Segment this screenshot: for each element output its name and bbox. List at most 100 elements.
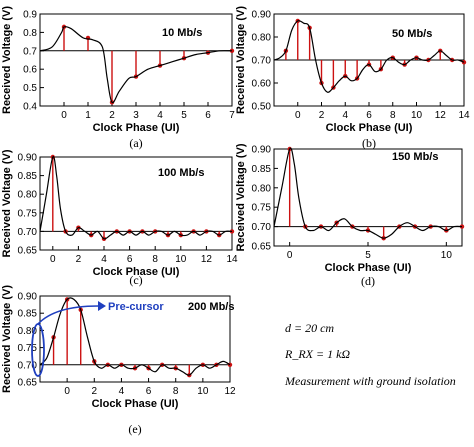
pre-cursor-annotation: Pre-cursor bbox=[31, 301, 164, 377]
plot-frame bbox=[39, 156, 233, 251]
x-axis-label: Clock Phase (UI) bbox=[93, 122, 180, 134]
y-tick-label: 0.50 bbox=[252, 102, 272, 113]
y-tick-label: 0.80 bbox=[252, 33, 272, 44]
y-axis-label: Received Voltage (V) bbox=[235, 143, 247, 251]
x-tick-label: 0 bbox=[287, 250, 293, 261]
x-tick-label: 4 bbox=[157, 110, 163, 121]
pre-cursor-label: Pre-cursor bbox=[108, 301, 164, 313]
y-tick-label: 0.80 bbox=[18, 326, 38, 337]
panel-label: (c) bbox=[129, 273, 142, 287]
x-tick-label: 10 bbox=[411, 110, 423, 121]
y-tick-label: 0.4 bbox=[23, 102, 37, 113]
x-axis-label: Clock Phase (UI) bbox=[93, 266, 180, 278]
x-tick-label: 6 bbox=[146, 386, 152, 397]
note-resistance: R_RX = 1 kΩ bbox=[284, 347, 350, 361]
y-tick-label: 0.85 bbox=[18, 171, 38, 182]
data-rate-label: 10 Mb/s bbox=[162, 27, 202, 39]
x-axis-label: Clock Phase (UI) bbox=[325, 262, 412, 274]
x-tick-label: 0 bbox=[295, 110, 301, 121]
x-tick-label: 3 bbox=[133, 110, 139, 121]
x-tick-label: 0 bbox=[50, 254, 56, 265]
panel-label: (e) bbox=[128, 422, 141, 436]
x-tick-label: 0 bbox=[64, 386, 70, 397]
x-tick-label: 14 bbox=[226, 254, 238, 265]
pre-cursor-arrow bbox=[37, 305, 99, 325]
y-tick-label: 0.90 bbox=[18, 153, 38, 164]
x-tick-label: 6 bbox=[366, 110, 372, 121]
y-axis-label: Received Voltage (V) bbox=[1, 149, 13, 257]
y-tick-label: 0.90 bbox=[18, 292, 38, 303]
y-tick-label: 0.85 bbox=[252, 164, 272, 175]
waveform-line bbox=[39, 155, 233, 240]
note-distance: d = 20 cm bbox=[285, 321, 334, 335]
data-rate-label: 100 Mb/s bbox=[158, 167, 204, 179]
x-tick-label: 6 bbox=[127, 254, 133, 265]
chart-panel: 0.65 0.70 0.75 0.80 0.85 0.90 0 5 10 150 Mb/s Cloc… bbox=[235, 143, 465, 288]
x-tick-label: 5 bbox=[181, 110, 187, 121]
plot-frame bbox=[39, 295, 231, 383]
x-tick-label: 10 bbox=[197, 386, 209, 397]
y-tick-label: 0.70 bbox=[252, 222, 272, 233]
x-axis-label: Clock Phase (UI) bbox=[326, 122, 413, 134]
note-isolation: Measurement with ground isolation bbox=[284, 374, 456, 388]
x-tick-label: 2 bbox=[319, 110, 325, 121]
chart-panel: 0.50 0.60 0.70 0.80 0.90 0 2 4 6 8 10 12 14 50 Mb/s Cl… bbox=[235, 6, 470, 150]
chart-panel: 0.4 0.5 0.6 0.7 0.8 0.9 0 1 2 3 4 5 6 7 10 Mb/s Clock P… bbox=[1, 6, 235, 150]
x-tick-label: 0 bbox=[61, 110, 67, 121]
data-rate-label: 150 Mb/s bbox=[392, 151, 438, 163]
x-tick-label: 2 bbox=[76, 254, 82, 265]
x-tick-label: 7 bbox=[229, 110, 235, 121]
y-tick-label: 0.9 bbox=[23, 10, 37, 21]
y-axis-label: Received Voltage (V) bbox=[1, 6, 13, 114]
panel-label: (b) bbox=[362, 136, 376, 150]
waveform-line bbox=[39, 26, 233, 104]
x-tick-label: 1 bbox=[85, 110, 91, 121]
y-tick-label: 0.65 bbox=[18, 246, 38, 257]
x-tick-label: 12 bbox=[224, 386, 236, 397]
y-tick-label: 0.75 bbox=[18, 208, 38, 219]
y-tick-label: 0.8 bbox=[23, 28, 37, 39]
pre-cursor-arrowhead bbox=[98, 301, 106, 311]
x-tick-label: 14 bbox=[458, 110, 470, 121]
x-tick-label: 8 bbox=[390, 110, 396, 121]
y-tick-label: 0.6 bbox=[23, 65, 37, 76]
waveform-line bbox=[273, 20, 465, 93]
waveform-line bbox=[273, 147, 463, 239]
y-tick-label: 0.90 bbox=[252, 10, 272, 21]
x-tick-label: 2 bbox=[92, 386, 98, 397]
data-rate-label: 50 Mb/s bbox=[392, 28, 432, 40]
y-tick-label: 0.70 bbox=[18, 360, 38, 371]
x-tick-label: 8 bbox=[173, 386, 179, 397]
x-tick-label: 12 bbox=[201, 254, 213, 265]
y-axis-label: Received Voltage (V) bbox=[235, 6, 247, 114]
x-tick-label: 10 bbox=[441, 250, 453, 261]
chart-panel: 0.65 0.70 0.75 0.80 0.85 0.90 0 2 4 6 8 10 12 14 100 M… bbox=[1, 149, 238, 287]
chart-panel: 0.65 0.70 0.75 0.80 0.85 0.90 0 2 4 6 8 10 12 200 Mb/… bbox=[1, 285, 236, 436]
y-tick-label: 0.65 bbox=[252, 242, 272, 253]
x-tick-label: 10 bbox=[175, 254, 187, 265]
x-tick-label: 4 bbox=[342, 110, 348, 121]
waveform-line bbox=[39, 297, 231, 376]
data-rate-label: 200 Mb/s bbox=[188, 301, 234, 313]
y-tick-label: 0.70 bbox=[18, 227, 38, 238]
y-tick-label: 0.70 bbox=[252, 56, 272, 67]
x-tick-label: 5 bbox=[365, 250, 371, 261]
panel-label: (d) bbox=[361, 274, 375, 288]
y-tick-label: 0.75 bbox=[252, 203, 272, 214]
y-tick-label: 0.90 bbox=[252, 145, 272, 156]
y-tick-label: 0.80 bbox=[252, 183, 272, 194]
x-tick-label: 2 bbox=[109, 110, 115, 121]
y-tick-label: 0.7 bbox=[23, 46, 37, 57]
x-tick-label: 12 bbox=[435, 110, 447, 121]
measurement-notes: d = 20 cm R_RX = 1 kΩ Measurement with g… bbox=[284, 321, 456, 388]
y-tick-label: 0.85 bbox=[18, 309, 38, 320]
y-tick-label: 0.75 bbox=[18, 343, 38, 354]
panel-label: (a) bbox=[129, 136, 142, 150]
y-tick-label: 0.65 bbox=[18, 378, 38, 389]
x-tick-label: 8 bbox=[152, 254, 158, 265]
x-tick-label: 4 bbox=[101, 254, 107, 265]
y-tick-label: 0.60 bbox=[252, 79, 272, 90]
y-tick-label: 0.5 bbox=[23, 83, 37, 94]
